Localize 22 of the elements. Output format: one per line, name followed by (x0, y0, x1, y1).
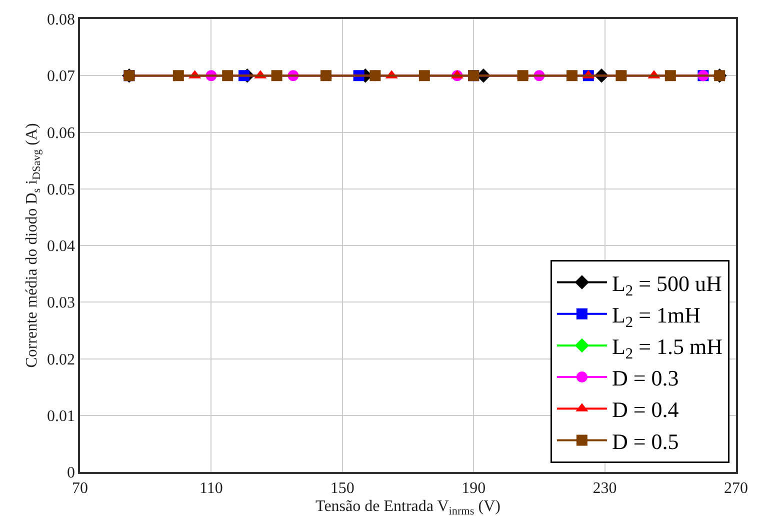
legend-label: L$_{2}$ = 1mH (612, 302, 701, 332)
y-tick-label: 0.01 (47, 408, 76, 425)
y-tick-label: 0.08 (47, 12, 76, 29)
legend-label: D = 0.4 (612, 397, 679, 422)
x-tick-label: 70 (72, 480, 88, 497)
x-tick-label: 230 (592, 480, 617, 497)
y-tick-label: 0.04 (47, 238, 76, 256)
y-tick-label: 0.03 (47, 294, 76, 312)
legend-label: L$_{2}$ = 500 uH (612, 270, 722, 300)
y-tick-label: 0 (67, 464, 76, 482)
y-tick-label: 0.05 (47, 181, 76, 198)
y-tick-label: 0.07 (47, 68, 76, 86)
y-tick-label: 0.02 (47, 351, 76, 368)
x-tick-label: 110 (199, 480, 223, 497)
y-tick-label: 0.06 (47, 124, 76, 142)
x-tick-label: 270 (724, 480, 748, 497)
x-tick-label: 150 (330, 480, 354, 497)
x-tick-label: 190 (462, 480, 486, 497)
legend-label: D = 0.3 (612, 366, 679, 391)
legend-label: L$_{2}$ = 1.5 mH (612, 334, 723, 363)
legend-label: D = 0.5 (612, 428, 679, 454)
x-axis-title: Tensão de Entrada V$_{inrms}$ (V) (316, 498, 500, 518)
